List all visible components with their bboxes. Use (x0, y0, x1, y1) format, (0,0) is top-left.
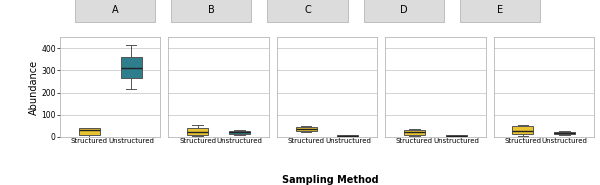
Text: C: C (304, 5, 311, 15)
PathPatch shape (229, 131, 250, 134)
PathPatch shape (404, 130, 425, 135)
Text: Sampling Method: Sampling Method (281, 175, 379, 185)
Y-axis label: Abundance: Abundance (28, 59, 38, 115)
Text: B: B (208, 5, 215, 15)
PathPatch shape (554, 132, 575, 134)
PathPatch shape (187, 128, 208, 135)
PathPatch shape (446, 135, 467, 136)
Text: E: E (497, 5, 503, 15)
PathPatch shape (337, 135, 358, 136)
PathPatch shape (79, 128, 100, 135)
Text: A: A (112, 5, 118, 15)
PathPatch shape (121, 57, 142, 78)
PathPatch shape (296, 127, 317, 131)
Text: D: D (400, 5, 407, 15)
PathPatch shape (512, 126, 533, 134)
